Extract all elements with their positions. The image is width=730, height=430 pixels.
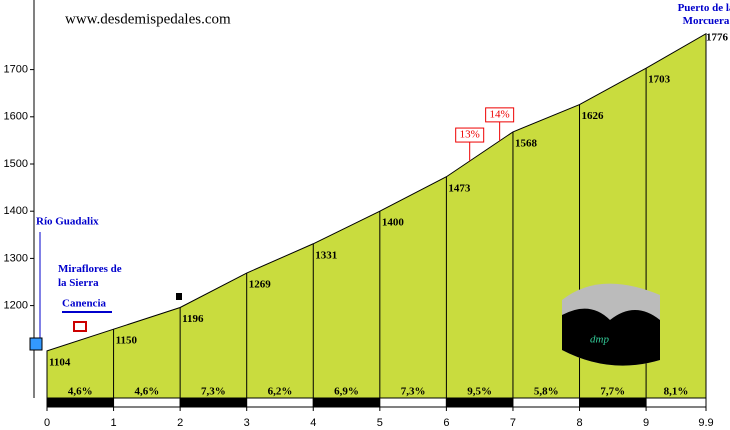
- x-tick-label: 2: [177, 417, 183, 429]
- place-icon: [29, 337, 43, 351]
- elevation-label: 1626: [582, 110, 605, 122]
- place-label: Río Guadalix: [36, 216, 99, 228]
- chart-title: www.desdemispedales.com: [65, 11, 231, 27]
- elevation-label: 1473: [448, 182, 471, 194]
- gradient-label: 8,1%: [664, 386, 689, 398]
- gradient-label: 9,5%: [467, 386, 492, 398]
- gradient-strip: [579, 397, 647, 408]
- gradient-strip: [445, 397, 514, 408]
- y-tick-label: 1400: [4, 205, 28, 217]
- elevation-label: 1400: [382, 217, 405, 229]
- gradient-label: 6,2%: [268, 386, 293, 398]
- place-line: Puerto de la: [678, 2, 730, 14]
- gradient-label: 5,8%: [534, 386, 559, 398]
- x-tick-label: 4: [310, 417, 316, 429]
- place-icon: [176, 293, 182, 300]
- x-tick-label: 8: [576, 417, 582, 429]
- gradient-label: 4,6%: [134, 386, 159, 398]
- place-line: Miraflores de: [58, 263, 122, 275]
- x-tick-label: 0: [44, 417, 50, 429]
- gradient-strip: [179, 397, 248, 408]
- elevation-label: 1269: [249, 279, 271, 291]
- gradient-label: 7,7%: [600, 386, 625, 398]
- x-tick-label: 3: [244, 417, 250, 429]
- x-tick-label: 7: [510, 417, 516, 429]
- y-tick-label: 1300: [4, 252, 28, 264]
- gradient-label: 6,9%: [334, 386, 359, 398]
- place-label: Canencia: [62, 298, 107, 310]
- place-line: Morcuera: [683, 15, 730, 27]
- elevation-label: 1568: [515, 137, 538, 149]
- y-tick-label: 1700: [4, 64, 28, 76]
- logo-text: dmp: [590, 334, 609, 346]
- x-tick-label: 6: [443, 417, 449, 429]
- y-tick-label: 1600: [4, 111, 28, 123]
- elevation-label: 1150: [116, 335, 138, 347]
- gradient-label: 7,3%: [401, 386, 426, 398]
- x-tick-label: 9.9: [698, 417, 713, 429]
- elevation-label: 1776: [706, 31, 729, 43]
- steep-label: 14%: [490, 108, 510, 120]
- y-tick-label: 1200: [4, 300, 28, 312]
- gradient-strip: [246, 397, 314, 408]
- place-label: Miraflores de la Sierra: [58, 263, 122, 289]
- x-tick-label: 9: [643, 417, 649, 429]
- elevation-label: 1104: [49, 356, 71, 368]
- gradient-strip: [379, 397, 447, 408]
- elevation-label: 1196: [182, 313, 204, 325]
- place-line: la Sierra: [58, 277, 99, 289]
- gradient-strip: [312, 397, 381, 408]
- elevation-label: 1703: [648, 74, 671, 86]
- place-label: Puerto de la Morcuera: [678, 2, 730, 27]
- gradient-strip: [512, 397, 581, 408]
- x-tick-label: 1: [111, 417, 117, 429]
- steep-box: [455, 127, 485, 143]
- elevation-label: 1331: [315, 249, 337, 261]
- logo: [562, 308, 660, 366]
- gradient-strip: [113, 397, 181, 408]
- steep-box: [485, 107, 515, 123]
- gradient-label: 4,6%: [68, 386, 93, 398]
- steep-label: 13%: [460, 129, 480, 141]
- gradient-label: 7,3%: [201, 386, 226, 398]
- x-tick-label: 5: [377, 417, 383, 429]
- y-tick-label: 1500: [4, 158, 28, 170]
- place-icon: [73, 321, 87, 332]
- profile-area: [46, 32, 707, 399]
- gradient-strip: [46, 397, 115, 408]
- gradient-strip: [645, 397, 707, 408]
